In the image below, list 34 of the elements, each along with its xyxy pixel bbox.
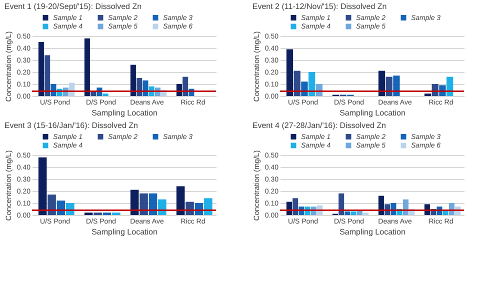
bar (176, 186, 185, 215)
bar (158, 199, 166, 215)
bar (38, 157, 47, 215)
bar (292, 198, 298, 215)
chart-title: Event 1 (19-20/Sept/'15): Dissolved Zn (4, 2, 142, 11)
bar (393, 76, 400, 96)
bar (378, 70, 386, 96)
x-axis-title: Sampling Location (92, 228, 158, 236)
x-axis-title: Sampling Location (92, 108, 158, 118)
bar (44, 55, 50, 96)
bar (142, 80, 148, 96)
bar (136, 78, 142, 96)
x-axis-title: Sampling Location (340, 108, 406, 118)
bar (344, 211, 350, 215)
bar (38, 42, 44, 96)
bar (148, 193, 158, 215)
chart-title: Event 2 (11-12/Nov/'15): Dissolved Zn (252, 2, 387, 11)
bar (48, 194, 56, 215)
bar (130, 190, 139, 215)
bar (84, 38, 90, 96)
bar (182, 76, 188, 96)
bar (308, 72, 316, 96)
bar (378, 196, 384, 215)
bar (402, 199, 408, 215)
chart-title: Event 3 (15-16/Jan/'16): Dissolved Zn (4, 121, 138, 130)
x-axis-title: Sampling Location (340, 228, 406, 236)
bar (286, 49, 294, 96)
bar (130, 64, 136, 96)
bar (140, 193, 148, 215)
bar (350, 211, 356, 215)
bar (294, 70, 300, 96)
bar (204, 198, 212, 215)
bar (338, 193, 344, 215)
chart-title: Event 4 (27-28/Jan/'16): Dissolved Zn (252, 121, 386, 130)
